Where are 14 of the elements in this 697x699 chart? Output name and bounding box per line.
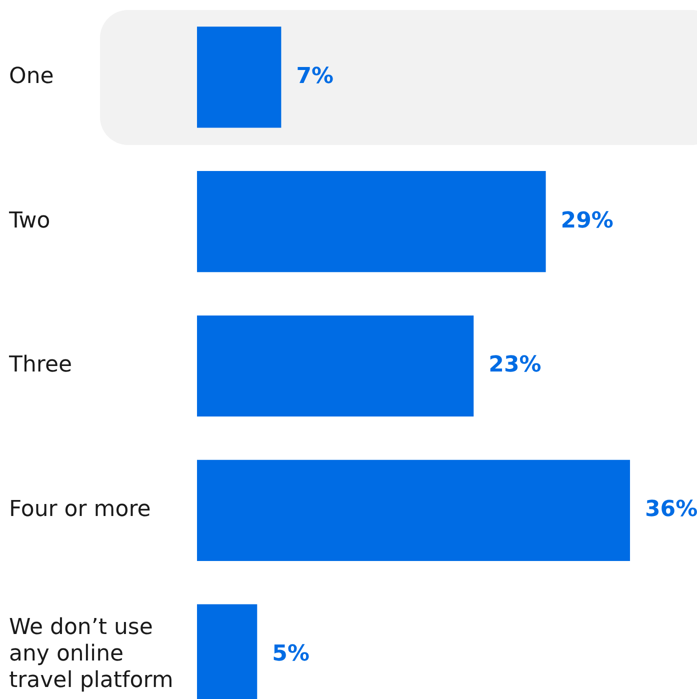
data-label: 5% [272,642,310,667]
data-label: 23% [488,352,542,378]
bar [197,171,546,272]
bar [197,460,630,561]
y-tick-label: Four or more [9,497,151,522]
bar [197,315,474,417]
y-tick-label: We don’t use any online travel platform [9,615,174,693]
data-label: 7% [296,64,334,89]
data-label: 36% [645,497,697,522]
y-tick-label: One [9,64,54,89]
y-tick-label: Three [8,352,72,378]
data-label: 29% [560,208,614,234]
bar [197,26,282,128]
y-tick-label: Two [8,208,50,234]
